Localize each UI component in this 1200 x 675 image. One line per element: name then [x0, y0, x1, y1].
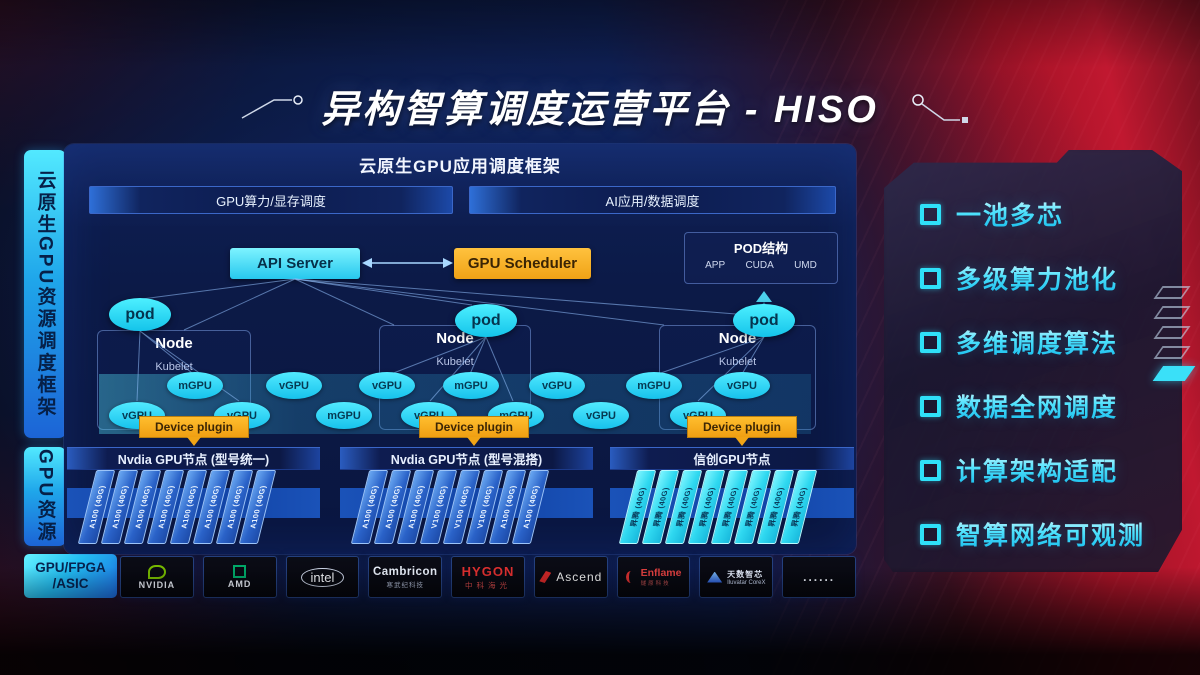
- device-plugin-3: Device plugin: [687, 416, 797, 446]
- gpu-ellipse: mGPU: [167, 372, 223, 399]
- framework-title: 云原生GPU应用调度框架: [359, 157, 561, 176]
- node-label: Node: [436, 330, 474, 347]
- page-title: 异构智算调度运营平台 - HISO: [321, 89, 879, 131]
- hazard-stripes-icon: [1152, 286, 1198, 388]
- vendor-name: AMD: [227, 579, 252, 589]
- vendor-sub: 燧原科技: [640, 581, 671, 587]
- node-label: Node: [155, 335, 193, 352]
- main-diagram-panel: 云原生GPU应用调度框架 GPU算力/显存调度 AI应用/数据调度: [64, 144, 856, 554]
- vendor-cambricon: Cambricon 寒武纪科技: [368, 556, 443, 598]
- feature-label: 智算网络可观测: [956, 516, 1145, 552]
- feature-label: 数据全网调度: [956, 388, 1118, 424]
- pod-structure-item-umd: UMD: [794, 260, 817, 271]
- kubelet-label: Kubelet: [718, 356, 757, 368]
- square-bullet-icon: [920, 459, 941, 481]
- pod-structure-item-cuda: CUDA: [745, 260, 774, 271]
- gpu-scheduler-box: GPU Scheduler: [454, 248, 591, 279]
- vendor-sub: 寒武纪科技: [386, 581, 424, 589]
- api-server-box: API Server: [230, 248, 360, 279]
- square-bullet-icon: [920, 203, 941, 225]
- ai-scheduling-bar: AI应用/数据调度: [469, 186, 836, 214]
- pod-ellipse-3: pod: [733, 304, 795, 337]
- vendor-name: ......: [803, 570, 836, 584]
- vendor-intel: intel: [285, 556, 360, 598]
- vendor-ascend: Ascend: [533, 556, 608, 598]
- vendor-name: Ascend: [556, 570, 603, 584]
- hardware-line2: /ASIC: [52, 576, 89, 591]
- node-label: Node: [718, 330, 757, 347]
- pod-ellipse-2: pod: [455, 304, 517, 337]
- vendor-sub: Iluvatar CoreX: [727, 579, 766, 586]
- feature-label: 一池多芯: [956, 196, 1064, 232]
- gpu-section-mixed: Nvdia GPU节点 (型号混搭) A100 (40G) A100 (40G)…: [340, 447, 593, 547]
- square-bullet-icon: [920, 395, 941, 417]
- gpu-ellipse: mGPU: [626, 372, 682, 399]
- api-scheduler-double-arrow-icon: [362, 258, 453, 268]
- vendor-enflame: Enflame 燧原科技: [616, 556, 691, 598]
- device-plugin-2: Device plugin: [419, 416, 529, 446]
- gpu-section-uniform: Nvdia GPU节点 (型号统一) A100 (40G) A100 (40G)…: [67, 447, 320, 547]
- gpu-section-domestic: 信创GPU节点 昇腾 (40G) 昇腾 (40G) 昇腾 (40G) 昇腾 (4…: [610, 447, 854, 547]
- vendor-more: ......: [782, 556, 857, 598]
- nvidia-logo-icon: [147, 564, 166, 579]
- pod-structure-item-app: APP: [705, 260, 726, 271]
- vendor-name: HYGON: [461, 563, 515, 579]
- gpu-ellipse: mGPU: [443, 372, 499, 399]
- vendor-iluvatar: 天数智芯 Iluvatar CoreX: [699, 556, 774, 598]
- square-bullet-icon: [920, 267, 941, 289]
- amd-logo-icon: [233, 565, 247, 578]
- vendor-logo-row: NVIDIA AMD intel Cambricon 寒武纪科技 HYGON 中…: [120, 556, 857, 598]
- sidebar-gpu-resource-label: GPU资源: [24, 447, 66, 546]
- feature-item-2: 多级算力池化: [920, 258, 1118, 298]
- vendor-hygon: HYGON 中科海光: [451, 556, 525, 598]
- gpu-ellipse: vGPU: [573, 402, 629, 429]
- feature-item-6: 智算网络可观测: [920, 514, 1145, 554]
- hardware-line1: GPU/FPGA: [35, 560, 106, 576]
- feature-label: 多维调度算法: [956, 324, 1118, 360]
- gpu-ellipse: vGPU: [529, 372, 585, 399]
- vendor-name: 天数智芯: [727, 569, 764, 579]
- gpu-ellipse: vGPU: [714, 372, 770, 399]
- feature-item-5: 计算架构适配: [920, 450, 1118, 490]
- sidebar-hardware-label: GPU/FPGA /ASIC: [24, 554, 117, 598]
- intel-logo-icon: intel: [300, 567, 345, 587]
- sidebar-scheduling-framework-label: 云原生GPU资源调度框架: [24, 150, 66, 438]
- vendor-sub: 中科海光: [465, 580, 512, 590]
- device-plugin-1: Device plugin: [139, 416, 249, 446]
- gpu-ellipse: vGPU: [266, 372, 322, 399]
- vendor-name: Enflame: [640, 567, 682, 579]
- sidebar-scheduling-framework-text: 云原生GPU资源调度框架: [34, 169, 56, 419]
- feature-item-3: 多维调度算法: [920, 322, 1118, 362]
- sidebar-gpu-resource-text: GPU资源: [34, 449, 56, 544]
- vendor-amd: AMD: [202, 556, 277, 598]
- square-bullet-icon: [920, 331, 941, 353]
- gpu-section-header: 信创GPU节点: [610, 447, 854, 470]
- vendor-name: Cambricon: [372, 565, 438, 578]
- gpu-ellipse: mGPU: [316, 402, 372, 429]
- square-bullet-icon: [920, 523, 941, 545]
- feature-label: 计算架构适配: [956, 452, 1118, 488]
- feature-item-1: 一池多芯: [920, 194, 1064, 234]
- ascend-logo-icon: [539, 571, 552, 583]
- vendor-nvidia: NVIDIA: [120, 556, 194, 598]
- enflame-logo-icon: [625, 571, 636, 583]
- compute-scheduling-bar: GPU算力/显存调度: [89, 186, 453, 214]
- kubelet-label: Kubelet: [436, 356, 474, 368]
- vendor-name: NVIDIA: [138, 579, 176, 590]
- pod-structure-title: POD结构: [733, 241, 789, 256]
- kubelet-label: Kubelet: [155, 361, 193, 373]
- gpu-ellipse: vGPU: [359, 372, 415, 399]
- feature-item-4: 数据全网调度: [920, 386, 1118, 426]
- pod-structure-box: POD结构 APP CUDA UMD: [684, 232, 838, 284]
- pod-ellipse-1: pod: [109, 298, 171, 331]
- iluvatar-logo-icon: [707, 571, 723, 583]
- feature-label: 多级算力池化: [956, 260, 1118, 296]
